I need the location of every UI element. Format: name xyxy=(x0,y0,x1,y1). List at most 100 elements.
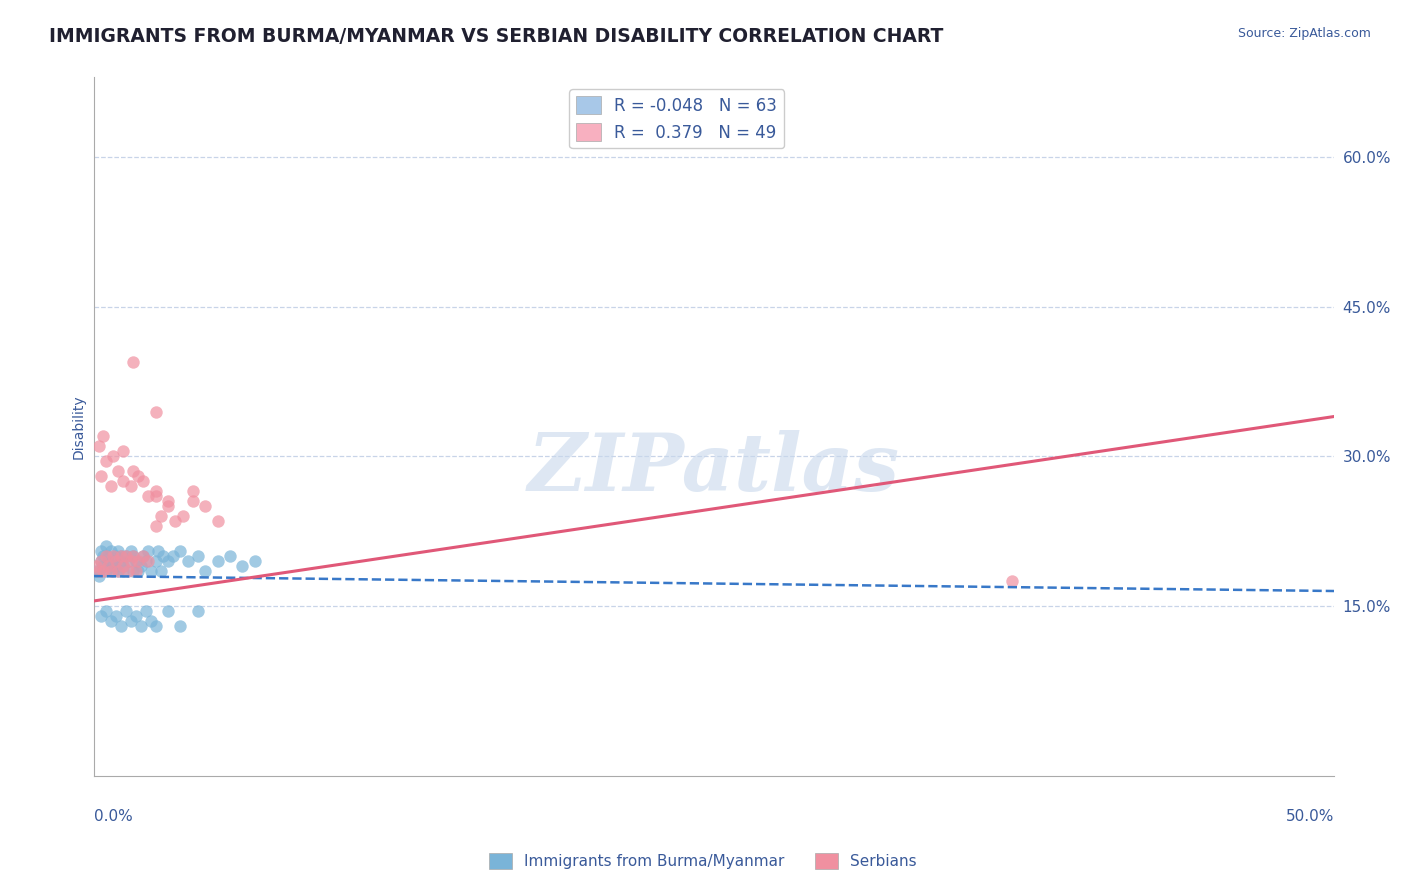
Point xyxy=(149,509,172,524)
Point xyxy=(129,619,152,633)
Text: 50.0%: 50.0% xyxy=(1286,809,1334,824)
Point xyxy=(100,559,122,574)
Point xyxy=(125,564,148,578)
Point xyxy=(93,559,115,574)
Point xyxy=(94,539,117,553)
Point xyxy=(120,554,142,568)
Point xyxy=(125,554,148,568)
Point xyxy=(135,554,157,568)
Point xyxy=(93,429,115,443)
Point xyxy=(120,479,142,493)
Point xyxy=(97,559,120,574)
Point xyxy=(139,614,162,628)
Point xyxy=(145,489,167,503)
Point xyxy=(207,554,229,568)
Point xyxy=(112,564,135,578)
Point xyxy=(100,544,122,558)
Point xyxy=(114,549,136,563)
Point xyxy=(90,554,112,568)
Point xyxy=(122,564,145,578)
Point xyxy=(149,564,172,578)
Point xyxy=(110,619,132,633)
Point xyxy=(139,564,162,578)
Point xyxy=(103,564,125,578)
Point xyxy=(94,454,117,468)
Point xyxy=(100,614,122,628)
Point xyxy=(112,475,135,489)
Point xyxy=(187,549,209,563)
Point xyxy=(112,559,135,574)
Point xyxy=(112,559,135,574)
Point xyxy=(103,450,125,464)
Point xyxy=(122,549,145,563)
Point xyxy=(103,549,125,563)
Point xyxy=(207,514,229,528)
Point xyxy=(107,544,129,558)
Point xyxy=(181,494,204,508)
Legend: R = -0.048   N = 63, R =  0.379   N = 49: R = -0.048 N = 63, R = 0.379 N = 49 xyxy=(569,89,785,148)
Point xyxy=(162,549,184,563)
Point xyxy=(94,604,117,618)
Point xyxy=(120,614,142,628)
Point xyxy=(122,549,145,563)
Point xyxy=(187,604,209,618)
Point xyxy=(127,469,149,483)
Y-axis label: Disability: Disability xyxy=(72,394,86,458)
Point xyxy=(94,564,117,578)
Point xyxy=(104,554,127,568)
Text: 0.0%: 0.0% xyxy=(94,809,132,824)
Point xyxy=(132,475,155,489)
Point xyxy=(127,554,149,568)
Point xyxy=(181,484,204,499)
Point xyxy=(1000,574,1022,588)
Point xyxy=(90,469,112,483)
Point xyxy=(87,564,110,578)
Point xyxy=(110,549,132,563)
Point xyxy=(172,509,194,524)
Point xyxy=(114,549,136,563)
Point xyxy=(90,554,112,568)
Point xyxy=(97,549,120,563)
Point xyxy=(156,604,179,618)
Text: ZIPatlas: ZIPatlas xyxy=(527,430,900,508)
Point xyxy=(146,544,169,558)
Point xyxy=(107,564,129,578)
Point xyxy=(129,559,152,574)
Point xyxy=(132,549,155,563)
Point xyxy=(132,549,155,563)
Point xyxy=(125,609,148,624)
Point xyxy=(112,444,135,458)
Point xyxy=(231,559,253,574)
Point xyxy=(104,609,127,624)
Point xyxy=(145,554,167,568)
Point xyxy=(114,604,136,618)
Point xyxy=(120,544,142,558)
Point xyxy=(194,500,217,514)
Point xyxy=(97,554,120,568)
Point xyxy=(169,544,191,558)
Point xyxy=(243,554,266,568)
Point xyxy=(84,564,107,578)
Point xyxy=(156,494,179,508)
Point xyxy=(152,549,174,563)
Point xyxy=(117,564,139,578)
Point xyxy=(165,514,187,528)
Point xyxy=(145,404,167,418)
Point xyxy=(90,544,112,558)
Point xyxy=(104,559,127,574)
Point xyxy=(110,549,132,563)
Point xyxy=(94,549,117,563)
Point xyxy=(100,479,122,493)
Point xyxy=(156,554,179,568)
Text: IMMIGRANTS FROM BURMA/MYANMAR VS SERBIAN DISABILITY CORRELATION CHART: IMMIGRANTS FROM BURMA/MYANMAR VS SERBIAN… xyxy=(49,27,943,45)
Point xyxy=(93,549,115,563)
Point xyxy=(100,564,122,578)
Point xyxy=(117,554,139,568)
Point xyxy=(93,564,115,578)
Point xyxy=(87,569,110,583)
Point xyxy=(177,554,200,568)
Point xyxy=(84,559,107,574)
Point xyxy=(122,354,145,368)
Point xyxy=(135,604,157,618)
Point xyxy=(136,554,159,568)
